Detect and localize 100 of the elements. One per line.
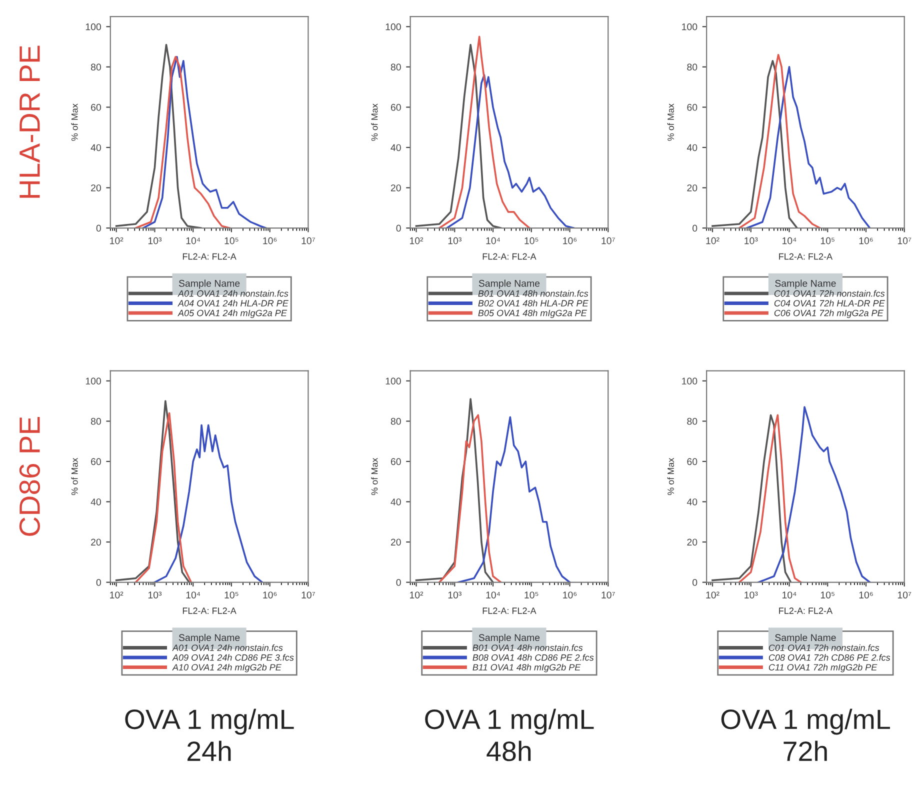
x-tick-label: 10³ [448,237,462,244]
text: CD86 PE [19,417,40,536]
x-tick-label: 10⁵ [224,592,238,598]
legend-label: C01 OVA1 72h nonstain.fcs [768,644,880,651]
legend-label: A09 OVA1 24h CD86 PE 3.fcs [172,654,294,661]
x-tick-label: 10² [706,592,720,598]
x-tick-label: 10⁵ [820,592,834,598]
x-axis-title: FL2-A: FL2-A [182,253,236,260]
y-tick-label: 0 [96,224,101,232]
x-axis-title: FL2-A: FL2-A [779,253,833,260]
x-tick-label: 10³ [448,592,462,598]
legend-label: C01 OVA1 72h nonstain.fcs [774,290,885,297]
y-tick-label: 0 [96,579,101,586]
x-tick-label: 10⁶ [859,592,873,598]
x-tick-label: 10⁶ [563,237,577,244]
legend-title: Sample Name [775,280,836,289]
x-tick-label: 10³ [744,592,758,598]
x-tick-label: 10⁴ [486,592,500,598]
x-tick-label: 10² [110,592,124,598]
x-axis-title: FL2-A: FL2-A [182,608,236,614]
legend-label: C06 OVA1 72h mIgG2a PE [774,310,884,318]
x-tick-label: 10⁴ [782,237,796,244]
y-tick-label: 80 [90,64,101,71]
y-axis-title: % of Max [71,458,78,496]
x-tick-label: 10³ [744,237,758,244]
legend-title: Sample Name [178,280,240,289]
x-axis-title: FL2-A: FL2-A [482,608,536,614]
x-tick-label: 10⁷ [302,592,315,598]
y-tick-label: 80 [687,418,698,425]
y-tick-label: 60 [687,458,698,466]
y-tick-label: 40 [390,498,401,506]
x-tick-label: 10² [410,237,424,244]
y-tick-label: 100 [386,23,401,30]
legend-title: Sample Name [178,634,240,643]
text: OVA 1 mg/mL 24h [125,708,294,761]
y-tick-label: 60 [390,458,401,466]
y-tick-label: 0 [396,579,401,586]
text: HLA-DR PE [20,46,40,198]
x-tick-label: 10⁴ [186,592,200,598]
y-tick-label: 100 [86,378,101,385]
legend-label: B01 OVA1 48h nonstain.fcs [472,644,583,651]
x-tick-label: 10² [110,237,124,244]
legend-title: Sample Name [775,634,836,643]
y-tick-label: 80 [687,64,698,71]
legend-label: C08 OVA1 72h CD86 PE 2.fcs [768,654,890,661]
y-tick-label: 20 [687,538,698,546]
legend-title: Sample Name [478,280,540,289]
legend-label: B02 OVA1 48h HLA-DR PE [478,300,588,306]
legend-label: A10 OVA1 24h mIgG2b PE [172,664,282,672]
y-tick-label: 60 [687,104,698,111]
y-tick-label: 60 [390,104,401,111]
y-tick-label: 40 [686,498,698,506]
legend-title: Sample Name [478,634,540,643]
legend-label: C04 OVA1 72h HLA-DR PE [774,300,885,306]
y-tick-label: 20 [687,184,698,192]
legend-label: C11 OVA1 72h mIgG2b PE [768,664,878,672]
x-tick-label: 10⁴ [186,237,200,244]
y-tick-label: 80 [390,64,401,71]
legend-label: B08 OVA1 48h CD86 PE 2.fcs [472,654,594,661]
y-tick-label: 40 [90,144,101,152]
x-axis-title: FL2-A: FL2-A [482,253,536,260]
legend-label: A01 OVA1 24h nonstain.fcs [178,290,288,297]
y-tick-label: 20 [390,184,401,192]
y-axis-title: % of Max [71,104,78,141]
y-tick-label: 100 [86,23,101,30]
y-tick-label: 40 [390,144,401,152]
x-axis-title: FL2-A: FL2-A [779,608,833,614]
legend-label: B01 OVA1 48h nonstain.fcs [478,290,588,297]
y-axis-title: % of Max [667,458,674,496]
y-tick-label: 60 [91,458,101,466]
legend-label: A05 OVA1 24h mIgG2a PE [178,310,288,318]
y-tick-label: 100 [682,23,698,30]
x-tick-label: 10⁷ [898,237,912,244]
y-tick-label: 0 [692,224,698,232]
y-tick-label: 80 [390,418,401,425]
y-axis-title: % of Max [371,458,378,496]
text: OVA 1 mg/mL 48h [425,708,594,762]
x-tick-label: 10⁷ [602,237,615,244]
y-tick-label: 40 [90,498,101,506]
x-tick-label: 10⁵ [820,237,834,244]
x-tick-label: 10⁷ [898,592,912,598]
x-tick-label: 10³ [148,237,162,244]
x-tick-label: 10² [410,592,424,598]
legend-label: A01 OVA1 24h nonstain.fcs [172,644,283,651]
x-tick-label: 10⁴ [782,592,796,598]
x-tick-label: 10⁴ [486,237,500,244]
y-tick-label: 0 [396,224,401,232]
legend-label: B11 OVA1 48h mIgG2b PE [472,664,581,672]
x-tick-label: 10⁷ [602,592,615,598]
y-tick-label: 100 [682,378,698,385]
y-axis-title: % of Max [371,104,378,141]
y-tick-label: 0 [692,579,698,586]
x-tick-label: 10⁵ [524,592,538,598]
y-tick-label: 100 [386,378,401,385]
x-tick-label: 10⁶ [859,237,873,244]
y-axis-title: % of Max [667,104,674,141]
x-tick-label: 10⁶ [263,237,277,244]
y-tick-label: 20 [91,538,101,546]
y-tick-label: 40 [686,144,698,152]
text: OVA 1 mg/mL 72h [721,708,890,761]
